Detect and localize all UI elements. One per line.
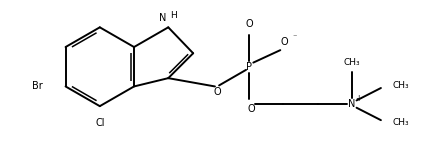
Text: O: O (214, 87, 221, 97)
Text: O: O (248, 104, 255, 114)
Text: N: N (348, 99, 355, 109)
Text: H: H (170, 11, 177, 20)
Text: +: + (355, 94, 362, 103)
Text: CH₃: CH₃ (392, 81, 409, 90)
Text: P: P (246, 62, 252, 72)
Text: CH₃: CH₃ (343, 58, 360, 67)
Text: ⁻: ⁻ (293, 32, 297, 41)
Text: CH₃: CH₃ (392, 118, 409, 127)
Text: O: O (246, 19, 253, 29)
Text: Cl: Cl (95, 118, 104, 128)
Text: O: O (281, 37, 288, 47)
Text: Br: Br (32, 81, 43, 91)
Text: N: N (159, 13, 167, 23)
